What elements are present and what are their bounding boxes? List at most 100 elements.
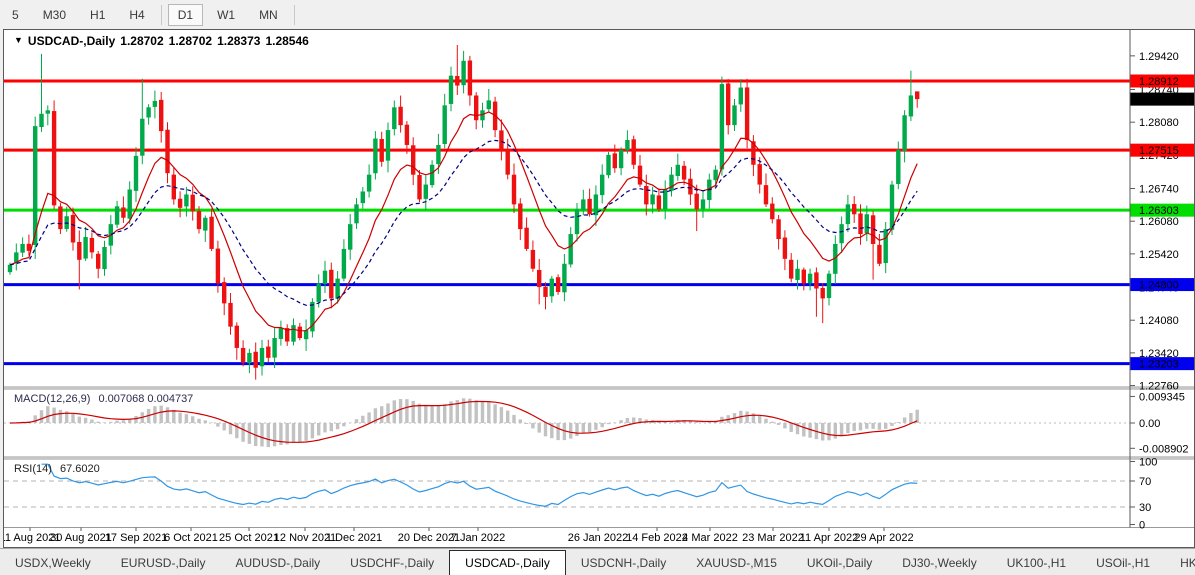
date-label: 7 Jan 2022 — [451, 532, 505, 544]
tab-xauusd-m15[interactable]: XAUUSD-,M15 — [696, 555, 777, 570]
macd-bar — [436, 405, 441, 423]
macd-bar — [411, 400, 415, 423]
candle-body — [70, 215, 76, 243]
timeframe-button-h4[interactable]: H4 — [129, 7, 145, 22]
tab-usdcad-daily[interactable]: USDCAD-,Daily — [449, 550, 566, 575]
macd-bar — [663, 421, 667, 423]
candle-body — [51, 111, 57, 206]
macd-bar — [594, 423, 598, 430]
timeframe-button-m30[interactable]: M30 — [42, 7, 67, 22]
candle-body — [348, 224, 353, 250]
candle-body — [600, 174, 605, 196]
timeframe-button-w1[interactable]: W1 — [217, 7, 236, 22]
candle-body — [140, 118, 145, 156]
candle-body — [474, 95, 479, 121]
candle-body — [915, 91, 920, 100]
candle-body — [297, 326, 302, 339]
timeframe-button-mn[interactable]: MN — [259, 7, 278, 22]
candle-body — [77, 241, 82, 260]
current-price-badge-value: 1.28546 — [1139, 94, 1179, 106]
candle-body — [467, 60, 473, 96]
macd-bar — [884, 423, 888, 429]
candle-body — [159, 99, 164, 132]
price-axis[interactable]: 1.294201.287401.280801.274201.267401.260… — [1130, 51, 1189, 532]
tab-audusd-daily[interactable]: AUDUSD-,Daily — [235, 555, 321, 570]
candle-body — [366, 174, 372, 192]
candle-body — [681, 165, 687, 180]
tab-ukoil-daily[interactable]: UKOil-,Daily — [806, 555, 873, 570]
macd-tick-label: 0.00 — [1139, 418, 1160, 430]
rsi-tick-label: 100 — [1139, 457, 1157, 469]
tab-dj30-weekly[interactable]: DJ30-,Weekly — [902, 555, 977, 570]
tab-uk100-h1[interactable]: UK100-,H1 — [1006, 555, 1067, 570]
macd-bar — [890, 423, 894, 426]
macd-bar — [373, 408, 378, 423]
candle-body — [858, 213, 863, 235]
chart-dropdown-icon[interactable]: ▼ — [14, 35, 23, 45]
price-tick-label: 1.23420 — [1139, 348, 1179, 360]
macd-bar — [758, 415, 762, 423]
macd-bar — [33, 415, 37, 423]
candle-body — [833, 243, 838, 274]
chart-canvas: 1.294201.287401.280801.274201.267401.260… — [3, 29, 1195, 548]
macd-bar — [153, 406, 157, 423]
macd-tick-label: 0.009345 — [1139, 391, 1185, 403]
date-label: 25 Oct 2021 — [219, 532, 279, 544]
candle-body — [751, 141, 756, 165]
panel-splitter[interactable] — [3, 386, 1195, 390]
candle-body — [121, 207, 126, 218]
candle-body — [184, 194, 189, 207]
macd-bar — [398, 399, 403, 423]
macd-bar — [480, 401, 485, 423]
candle-body — [196, 211, 202, 230]
rsi-value: 67.6020 — [59, 463, 100, 475]
candle-body — [505, 149, 510, 175]
macd-bar — [764, 418, 768, 423]
candle-body — [555, 277, 561, 292]
macd-bar — [808, 423, 812, 438]
chart-background — [3, 29, 1195, 548]
candle-body — [436, 144, 441, 165]
macd-bar — [833, 423, 837, 439]
candle-body — [247, 352, 252, 364]
candle-body — [272, 338, 277, 358]
macd-bar — [537, 423, 541, 433]
timeframe-button-d1[interactable]: D1 — [167, 3, 204, 26]
candle-body — [373, 138, 378, 174]
macd-bar — [178, 412, 182, 423]
candle-body — [354, 204, 359, 224]
tab-hk50[interactable]: HK50-, — [1180, 555, 1195, 570]
tab-usdcnh-daily[interactable]: USDCNH-,Daily — [580, 555, 667, 570]
macd-bar — [380, 406, 384, 423]
macd-bar — [909, 413, 913, 423]
candlestick-layer — [7, 44, 920, 380]
macd-bar — [39, 410, 44, 423]
macd-bar — [46, 406, 50, 423]
candle-body — [360, 191, 365, 204]
price-tick-label: 1.25420 — [1139, 249, 1179, 261]
candle-body — [253, 351, 258, 368]
macd-bar — [323, 423, 327, 433]
candle-body — [700, 199, 706, 209]
candle-body — [448, 75, 454, 104]
tab-usoil-h1[interactable]: USOil-,H1 — [1096, 555, 1151, 570]
candle-body — [240, 347, 246, 363]
candle-body — [606, 154, 611, 176]
panel-splitter[interactable] — [3, 456, 1195, 460]
tab-eurusd-daily[interactable]: EURUSD-,Daily — [120, 555, 206, 570]
tab-usdchf-daily[interactable]: USDCHF-,Daily — [350, 555, 435, 570]
price-tick-label: 1.29420 — [1139, 51, 1179, 63]
candle-body — [537, 269, 542, 288]
timeframe-button-5[interactable]: 5 — [12, 7, 19, 22]
candle-body — [839, 224, 844, 244]
ohlc-open: 1.28702 — [120, 34, 164, 48]
macd-bar — [184, 414, 189, 423]
candle-body — [650, 194, 655, 205]
candle-body — [870, 215, 876, 244]
candle-body — [398, 106, 403, 126]
tab-usdx-weekly[interactable]: USDX,Weekly — [15, 555, 91, 570]
macd-bar — [455, 400, 459, 423]
timeframe-button-h1[interactable]: H1 — [90, 7, 106, 22]
candle-body — [209, 216, 214, 249]
